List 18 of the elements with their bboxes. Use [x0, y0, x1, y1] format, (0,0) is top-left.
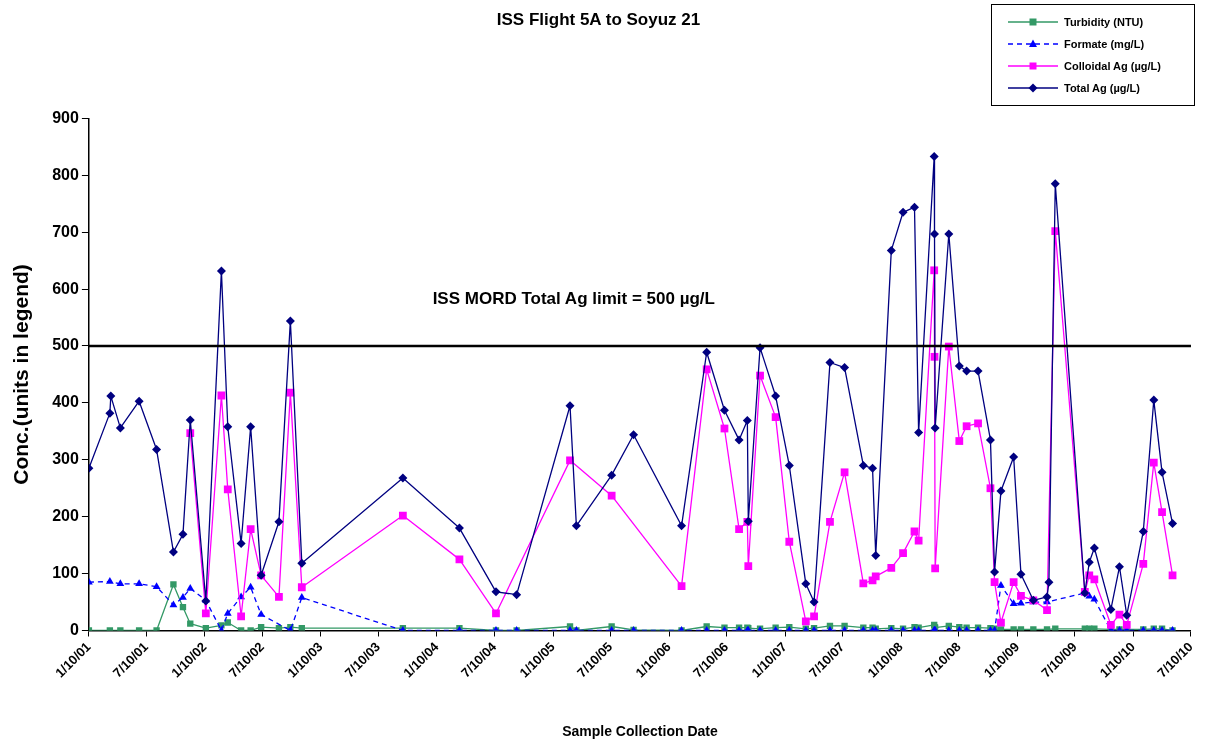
- ref-line-label: ISS MORD Total Ag limit = 500 µg/L: [432, 289, 715, 309]
- legend-label: Formate (mg/L): [1064, 38, 1145, 50]
- legend-label: Total Ag (µg/L): [1064, 82, 1140, 94]
- y-tick-label: 300: [52, 450, 79, 468]
- y-tick-label: 500: [52, 336, 79, 354]
- y-tick-label: 400: [52, 393, 79, 411]
- chart-title: ISS Flight 5A to Soyuz 21: [496, 9, 701, 29]
- y-tick-label: 0: [69, 620, 79, 638]
- y-tick-label: 700: [52, 222, 79, 240]
- y-axis-title: Conc.(units in legend): [9, 264, 33, 485]
- y-tick-label: 200: [52, 507, 79, 525]
- y-tick-label: 100: [52, 564, 79, 582]
- legend-label: Colloidal Ag (µg/L): [1064, 60, 1161, 72]
- legend-label: Turbidity (NTU): [1064, 16, 1144, 28]
- y-tick-label: 600: [52, 279, 79, 297]
- x-axis-title: Sample Collection Date: [562, 723, 718, 740]
- y-tick-label: 900: [52, 108, 79, 126]
- y-tick-label: 800: [52, 165, 79, 183]
